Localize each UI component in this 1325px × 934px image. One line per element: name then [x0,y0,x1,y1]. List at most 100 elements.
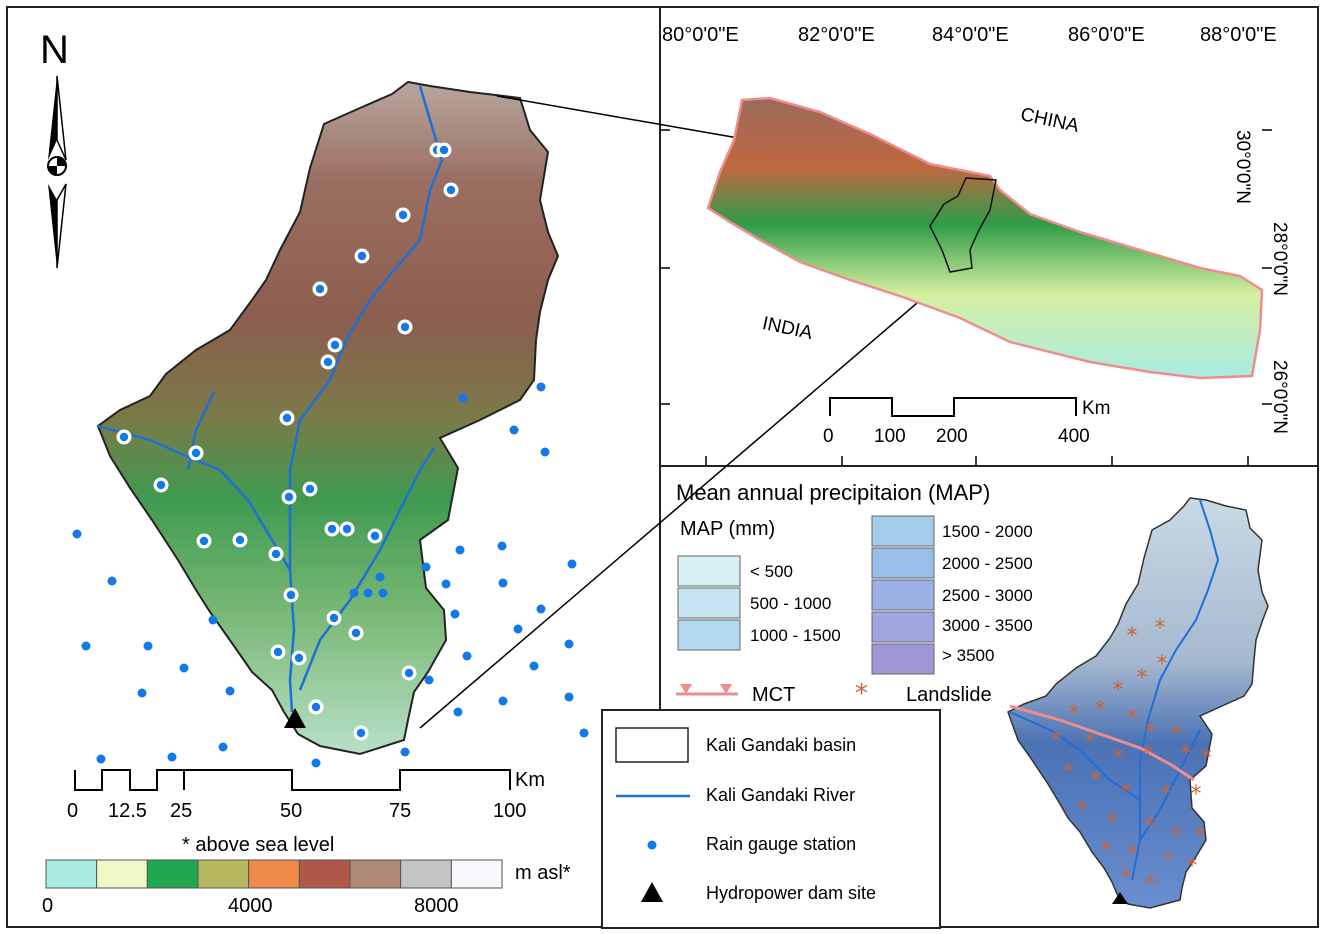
landslide-marker: * [1181,742,1192,767]
lat-label-28: 28°0'0"N [1269,222,1290,296]
landslide-marker: * [1077,798,1088,823]
rain-gauge [107,576,117,586]
map-class-swatch [871,611,935,643]
map-class-label-5: 2500 - 3000 [942,586,1033,605]
basin-scale-tick-3: 50 [280,800,303,822]
rain-gauge [455,545,465,555]
elevation-class-swatch [450,859,503,889]
basin-scale-tick-4: 75 [389,800,412,822]
elevation-class-swatch [197,859,250,889]
rain-gauge [284,492,294,502]
mct-line-on-map [1009,704,1195,782]
landslide-marker: * [1063,760,1074,785]
rain-gauge [199,536,209,546]
landslide-marker: * [1095,698,1106,723]
rain-gauge [404,668,414,678]
kali-gandaki-basin-shape [96,80,560,756]
basin-scale-tick-2: 25 [170,800,193,822]
landslide-marker: * [1187,854,1198,879]
landslide-marker: * [1107,810,1118,835]
north-arrow [47,75,67,269]
landslide-marker: * [1091,768,1102,793]
rain-gauge [453,707,463,717]
outside-rain-gauges [72,382,589,768]
rain-gauge [286,590,296,600]
map-class-swatch [871,515,935,547]
elevation-unit: m asl* [515,862,571,884]
rain-gauge [564,639,574,649]
rain-gauge [439,145,449,155]
elevation-class-swatch [400,859,452,889]
landslide-marker: * [1085,730,1096,755]
elevation-tick-2: 8000 [414,895,459,917]
landslide-marker: * [1157,652,1168,677]
landslide-marker: * [1145,872,1156,897]
map-class-label-2: 1000 - 1500 [750,626,841,645]
rain-gauge [441,579,451,589]
map-class-swatch [871,547,935,579]
rain-gauge [564,692,574,702]
landslide-legend-symbol: * [855,679,868,709]
map-legend-subtitle: MAP (mm) [680,518,776,540]
rain-gauge-legend-symbol [647,840,657,850]
nepal-overview-map [660,96,1272,466]
rain-gauge [273,647,283,657]
rain-gauge [208,615,218,625]
elevation-class-swatch [248,859,300,889]
rain-gauge [167,752,177,762]
rain-gauge [509,425,519,435]
rain-gauge [370,531,380,541]
lat-label-30: 30°0'0"N [1232,130,1253,204]
rain-gauge [81,641,91,651]
rain-gauge [305,484,315,494]
landslide-marker: * [1145,814,1156,839]
rain-gauge [282,413,292,423]
rain-gauge [400,747,410,757]
rain-gauge [294,653,304,663]
rain-gauge [96,754,106,764]
map-class-label-4: 2000 - 2500 [942,554,1033,573]
rain-gauge [330,340,340,350]
rain-gauge [462,651,472,661]
landslide-marker: * [1145,720,1156,745]
rain-gauge [513,624,523,634]
rain-gauge [498,578,508,588]
map-class-swatch [677,587,741,619]
map-class-swatch [871,579,935,611]
rain-gauge [458,393,468,403]
rain-gauge [72,529,82,539]
landslide-marker: * [1121,866,1132,891]
elevation-color-bar [45,859,503,889]
lon-label-84: 84°0'0"E [932,24,1009,46]
basin-scale-tick-5: 100 [493,800,527,822]
map-class-swatch [871,643,935,675]
map-class-label-7: > 3500 [942,646,995,665]
rain-gauge [271,549,281,559]
basin-scale-unit: Km [515,769,545,791]
nepal-country-shape [706,96,1264,380]
rain-gauge [567,559,577,569]
rain-gauge [398,210,408,220]
map-class-label-0: < 500 [750,562,794,581]
elevation-class-swatch [146,859,199,889]
landslide-marker: * [1191,782,1202,807]
rain-gauge [218,742,228,752]
overview-scale-unit: Km [1082,398,1111,419]
basin-scale-bar [74,769,511,791]
lon-label-88: 88°0'0"E [1200,24,1277,46]
landslide-marker: * [1051,728,1062,753]
north-label: N [40,28,69,72]
lon-label-80: 80°0'0"E [662,24,739,46]
overview-scale-tick-3: 400 [1058,426,1090,447]
rain-gauge [540,447,550,457]
map-class-label-3: 1500 - 2000 [942,522,1033,541]
legend-basin-label: Kali Gandaki basin [706,735,857,755]
map-class-swatches [677,515,935,675]
landslide-marker: * [1101,838,1112,863]
elevation-note: * above sea level [182,834,335,856]
landslide-marker: * [1155,616,1166,641]
rain-gauge [311,702,321,712]
landslide-marker: * [1069,702,1080,727]
rain-gauge [375,572,385,582]
landslide-marker: * [1163,848,1174,873]
